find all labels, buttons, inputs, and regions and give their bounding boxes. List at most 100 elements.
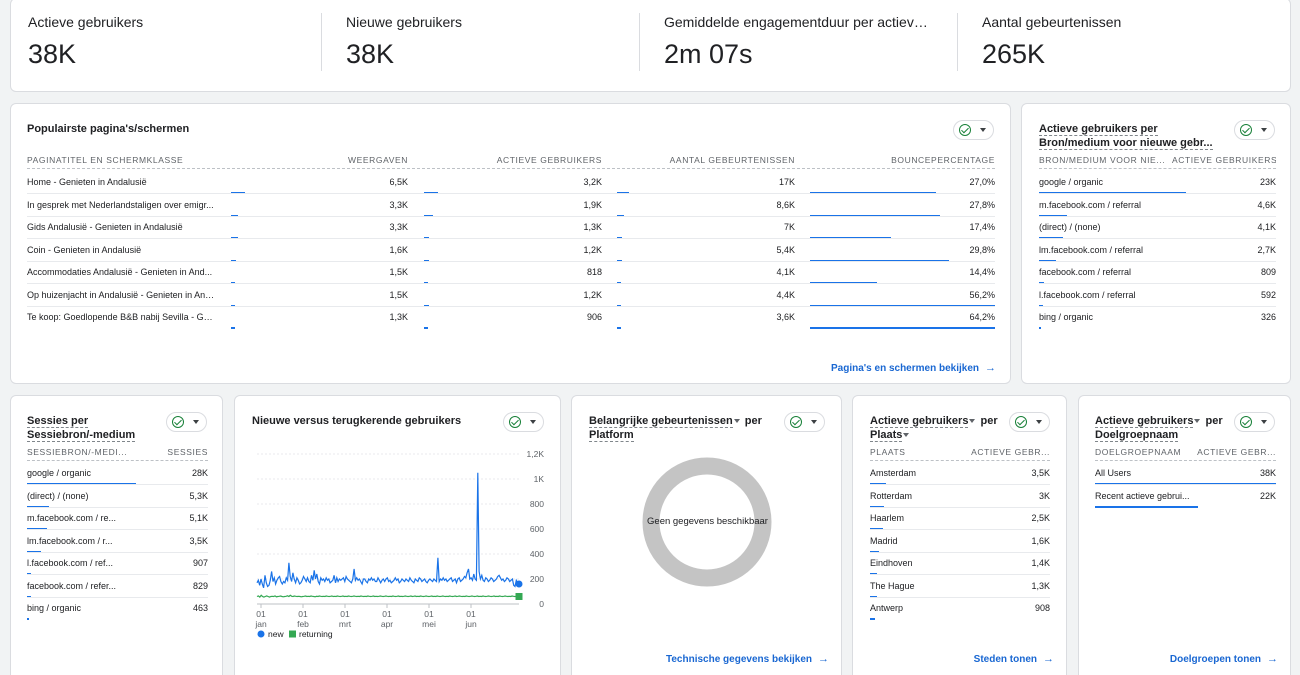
compare-status-button[interactable] (166, 412, 207, 432)
view-tech-details-link[interactable]: Technische gegevens bekijken → (666, 653, 829, 665)
compare-status-button[interactable] (1234, 120, 1275, 140)
value-cell: 809 (1260, 267, 1276, 277)
table-row[interactable]: The Hague 1,3K (870, 576, 1050, 598)
table-row[interactable]: Rotterdam 3K (870, 486, 1050, 508)
series-line-returning[interactable] (256, 594, 520, 598)
table-row[interactable]: Accommodaties Andalusië - Genieten in An… (27, 262, 995, 284)
show-cities-link[interactable]: Steden tonen → (974, 653, 1054, 665)
column-header[interactable]: ACTIEVE GEBRUIKERS (1172, 155, 1276, 165)
table-row[interactable]: lm.facebook.com / referral 2,7K (1039, 240, 1276, 262)
dropdown-arrow-icon[interactable] (903, 432, 910, 437)
table-row[interactable]: (direct) / (none) 5,3K (27, 486, 208, 508)
table-row[interactable]: l.facebook.com / referral 592 (1039, 285, 1276, 307)
table-row[interactable]: Home - Genieten in Andalusië 6,5K 3,2K 17K 2… (27, 172, 995, 194)
compare-status-button[interactable] (1234, 412, 1275, 432)
dimension-selector[interactable]: Platform (589, 429, 634, 442)
row-divider (1039, 305, 1276, 307)
table-row[interactable]: google / organic 28K (27, 463, 208, 485)
show-audiences-link[interactable]: Doelgroepen tonen → (1170, 653, 1278, 665)
metric-selector[interactable]: Actieve gebruikers (1095, 415, 1194, 428)
column-header[interactable]: ACTIEVE GEBR... (1197, 447, 1276, 457)
table-row[interactable]: All Users 38K (1095, 463, 1276, 485)
column-header[interactable]: AANTAL GEBEURTENISSEN (669, 155, 795, 165)
legend-marker-returning (289, 630, 296, 638)
name-cell: Recent actieve gebrui... (1095, 490, 1190, 501)
header-divider (27, 168, 995, 169)
column-header[interactable]: ACTIEVE GEBRUIKERS (496, 155, 602, 165)
chevron-down-icon (1261, 420, 1267, 424)
series-line-new[interactable] (256, 472, 520, 588)
table-row[interactable]: l.facebook.com / ref... 907 (27, 553, 208, 575)
kpi-new-users[interactable]: Nieuwe gebruikers 38K (329, 0, 639, 85)
table-row[interactable]: Gids Andalusië - Genieten in Andalusië 3,… (27, 217, 995, 239)
title-line-2[interactable]: Bron/medium voor nieuwe gebr... (1039, 137, 1213, 150)
table-row[interactable]: m.facebook.com / re... 5,1K (27, 508, 208, 530)
views-cell: 6,5K (389, 177, 408, 187)
legend-label-new[interactable]: new (268, 629, 284, 639)
series-endpoint-new (515, 580, 523, 588)
compare-status-button[interactable] (503, 412, 544, 432)
table-row[interactable]: Haarlem 2,5K (870, 508, 1050, 530)
title-connector: per (977, 415, 998, 427)
value-bar (1095, 505, 1199, 508)
column-header[interactable]: PAGINATITEL EN SCHERMKLASSE (27, 155, 184, 165)
name-cell: m.facebook.com / re... (27, 513, 117, 523)
table-row[interactable]: bing / organic 463 (27, 598, 208, 620)
dropdown-arrow-icon[interactable] (969, 418, 976, 423)
table-row[interactable]: Te koop: Goedlopende B&B nabij Sevilla -… (27, 307, 995, 329)
column-header[interactable]: BOUNCEPERCENTAGE (891, 155, 995, 165)
table-row[interactable]: (direct) / (none) 4,1K (1039, 217, 1276, 239)
kpi-label: Aantal gebeurtenissen (982, 14, 1122, 30)
kpi-active-users[interactable]: Actieve gebruikers 38K (11, 0, 321, 85)
kpi-divider (639, 13, 640, 71)
link-label: Technische gegevens bekijken (666, 654, 812, 665)
table-row[interactable]: In gesprek met Nederlandstaligen over em… (27, 195, 995, 217)
table-row[interactable]: bing / organic 326 (1039, 307, 1276, 329)
dimension-selector[interactable]: Doelgroepnaam (1095, 429, 1179, 442)
table-row[interactable]: lm.facebook.com / r... 3,5K (27, 531, 208, 553)
views-cell: 1,3K (389, 312, 408, 322)
compare-status-button[interactable] (784, 412, 825, 432)
table-row[interactable]: Madrid 1,6K (870, 531, 1050, 553)
legend-label-returning[interactable]: returning (299, 629, 333, 639)
dropdown-arrow-icon[interactable] (733, 418, 740, 423)
dropdown-arrow-icon[interactable] (1194, 418, 1201, 423)
column-header[interactable]: BRON/MEDIUM VOOR NIE... (1039, 155, 1166, 165)
name-cell: (direct) / (none) (27, 490, 89, 501)
column-header[interactable]: WEERGAVEN (347, 155, 408, 165)
kpi-event-count[interactable]: Aantal gebeurtenissen 265K (965, 0, 1275, 85)
table-row[interactable]: Antwerp 908 (870, 598, 1050, 620)
name-cell: Amsterdam (870, 468, 917, 478)
row-divider (27, 551, 208, 553)
table-row[interactable]: Op huizenjacht in Andalusië - Genieten i… (27, 285, 995, 307)
view-pages-link[interactable]: Pagina's en schermen bekijken → (831, 362, 996, 374)
table-row[interactable]: Recent actieve gebrui... 22K (1095, 486, 1276, 508)
link-label: Doelgroepen tonen (1169, 654, 1261, 665)
column-header[interactable]: DOELGROEPNAAM (1095, 447, 1182, 457)
table-row[interactable]: google / organic 23K (1039, 172, 1276, 194)
column-header[interactable]: ACTIEVE GEBR... (971, 447, 1050, 457)
dimension-selector[interactable]: Plaats (870, 429, 903, 442)
table-row[interactable]: Coin - Genieten in Andalusië 1,6K 1,2K 5,4K… (27, 240, 995, 262)
x-tick-day: 01 (256, 609, 266, 619)
compare-status-button[interactable] (953, 120, 994, 140)
name-cell: Rotterdam (870, 490, 913, 501)
title-line-2[interactable]: Sessiebron/-medium (27, 429, 136, 442)
metric-selector[interactable]: Actieve gebruikers (870, 415, 969, 428)
column-header[interactable]: SESSIES (167, 447, 208, 457)
users-cell: 3,2K (583, 177, 602, 187)
metric-selector[interactable]: Belangrijke gebeurtenissen (589, 415, 733, 428)
column-header[interactable]: PLAATS (870, 447, 906, 457)
table-row[interactable]: facebook.com / referral 809 (1039, 262, 1276, 284)
column-header[interactable]: SESSIEBRON/-MEDI... (27, 447, 128, 457)
table-row[interactable]: facebook.com / refer... 829 (27, 576, 208, 598)
compare-status-button[interactable] (1009, 412, 1050, 432)
line-chart[interactable]: 1,2K1K800600400200001jan01feb01mrt01apr0… (235, 436, 561, 675)
title-line-1: Sessies per (27, 415, 89, 428)
bounce-cell: 56,2% (969, 289, 995, 300)
views-cell: 1,6K (389, 244, 408, 255)
table-row[interactable]: Amsterdam 3,5K (870, 463, 1050, 485)
table-row[interactable]: m.facebook.com / referral 4,6K (1039, 195, 1276, 217)
table-row[interactable]: Eindhoven 1,4K (870, 553, 1050, 575)
kpi-engagement-duration[interactable]: Gemiddelde engagementduur per actieve ge… (647, 0, 957, 85)
